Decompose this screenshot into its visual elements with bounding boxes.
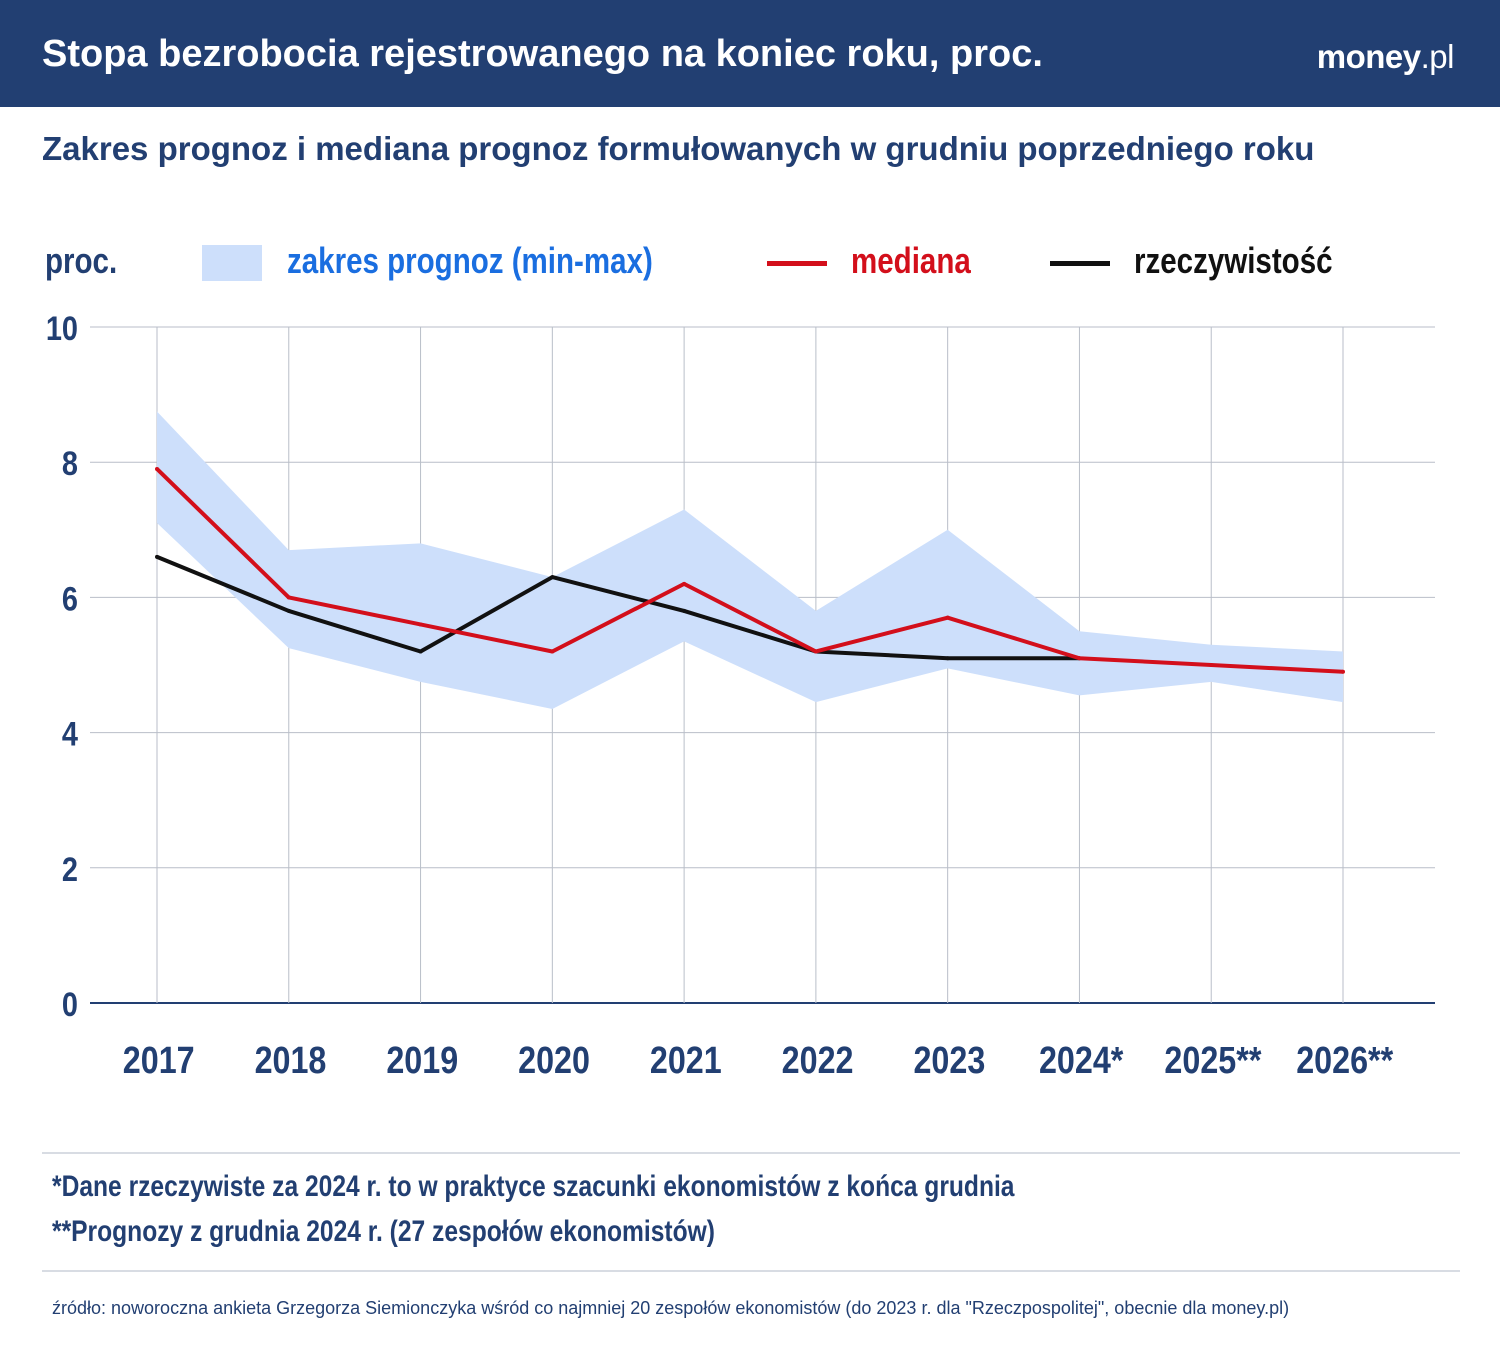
divider: [42, 1152, 1460, 1154]
footnote-2: **Prognozy z grudnia 2024 r. (27 zespołó…: [52, 1215, 715, 1248]
median-point: [682, 581, 687, 586]
logo-main: money: [1316, 38, 1421, 75]
y-tick-label: 6: [62, 579, 78, 618]
legend-median-swatch: [767, 261, 827, 266]
median-point: [1341, 669, 1345, 674]
y-tick-label: 2: [62, 850, 78, 889]
y-unit-label: proc.: [45, 240, 118, 281]
actual-point: [418, 649, 423, 654]
legend-band-swatch: [202, 245, 262, 281]
median-line: [155, 467, 1344, 674]
y-tick-label: 8: [62, 444, 78, 483]
money-pl-logo: money.pl: [1316, 38, 1455, 76]
median-point: [1209, 663, 1214, 667]
legend-actual-swatch: [1050, 261, 1110, 266]
median-point: [155, 466, 159, 471]
median-point: [550, 649, 555, 654]
legend-actual-label: rzeczywistość: [1134, 240, 1333, 281]
median-point: [1077, 656, 1082, 661]
source-note: źródło: noworoczna ankieta Grzegorza Sie…: [52, 1298, 1290, 1318]
median-point: [418, 622, 423, 627]
chart-title: Stopa bezrobocia rejestrowanego na konie…: [42, 33, 1043, 75]
y-tick-label: 10: [46, 309, 78, 348]
line-chart: 0 2 4 6 8 10 2017 2018 2019 2020 2021 2022 2023 2024*…: [46, 309, 1435, 1082]
x-tick-label: 2019: [386, 1040, 458, 1082]
legend-median-label: mediana: [851, 240, 971, 281]
actual-line: [156, 554, 1080, 661]
chart-subtitle: Zakres prognoz i mediana prognoz formuło…: [42, 130, 1315, 167]
x-tick-label: 2026**: [1296, 1040, 1393, 1082]
x-tick-label: 2025**: [1164, 1040, 1261, 1082]
y-tick-label: 0: [62, 985, 78, 1024]
header-bar: Stopa bezrobocia rejestrowanego na konie…: [0, 0, 1500, 107]
x-tick-label: 2023: [913, 1040, 985, 1082]
x-tick-label: 2020: [518, 1040, 590, 1082]
x-tick-label: 2018: [255, 1040, 327, 1082]
actual-point: [155, 554, 159, 559]
median-point: [813, 649, 818, 654]
median-point: [945, 615, 950, 620]
y-tick-label: 4: [62, 714, 78, 753]
actual-point: [945, 656, 950, 661]
divider: [42, 1270, 1460, 1272]
x-tick-label: 2017: [123, 1040, 195, 1082]
actual-point: [550, 575, 555, 580]
median-point: [286, 595, 291, 600]
footnote-1: *Dane rzeczywiste za 2024 r. to w prakty…: [52, 1170, 1015, 1203]
x-tick-label: 2024*: [1039, 1040, 1124, 1082]
actual-point: [682, 608, 687, 613]
legend-band-label: zakres prognoz (min-max): [287, 240, 653, 281]
logo-suffix: .pl: [1420, 38, 1455, 75]
x-tick-label: 2022: [782, 1040, 854, 1082]
actual-point: [286, 608, 291, 613]
x-tick-label: 2021: [650, 1040, 722, 1082]
